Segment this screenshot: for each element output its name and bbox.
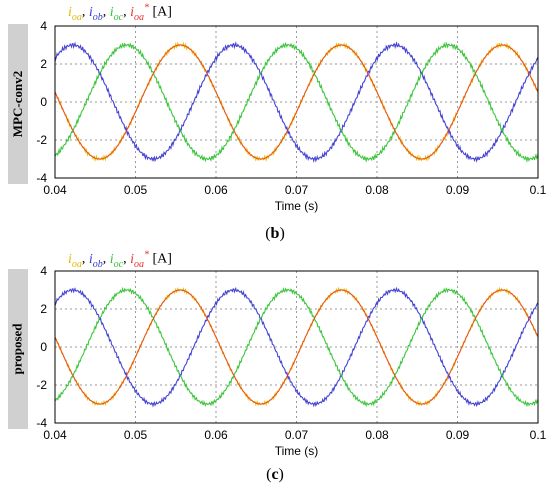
- y-tick-label: 2: [40, 302, 47, 316]
- y-tick-label: -4: [36, 416, 47, 430]
- x-tick-label: 0.07: [285, 428, 309, 442]
- plot-frame: [54, 25, 539, 179]
- legend-entry: iob: [88, 4, 103, 23]
- legend-unit: [A]: [149, 4, 172, 20]
- x-axis-label: Time (s): [275, 199, 319, 213]
- y-tick-label: 2: [40, 57, 47, 71]
- chart-panel-c: ioa, iob, ioc, ioa* [A] proposed 0.04 0.0…: [0, 245, 550, 495]
- legend-entry: ioc: [109, 4, 124, 23]
- chart-svg: 0.04 0.05 0.06 0.07 0.08 0.09 0.1 4 2 0 -2 -4 Time (…: [36, 264, 547, 458]
- x-tick-label: 0.05: [124, 183, 148, 197]
- series-line: [54, 286, 539, 408]
- x-axis-label: Time (s): [275, 444, 319, 458]
- legend-unit: [A]: [149, 251, 172, 267]
- x-tick-label: 0.07: [285, 183, 309, 197]
- legend-entry: ioa: [68, 4, 82, 23]
- legend: ioa, iob, ioc, ioa* [A]: [68, 249, 172, 270]
- legend-entry: ioa*: [130, 249, 150, 270]
- y-tick-label: 0: [40, 340, 47, 354]
- caption-letter: c: [271, 466, 279, 483]
- y-tick-label: -2: [36, 378, 47, 392]
- legend-entry: ioa*: [130, 2, 150, 23]
- y-tick-label: 4: [40, 264, 47, 278]
- side-label-panel: proposed: [8, 269, 28, 429]
- chart-svg: 0.04 0.05 0.06 0.07 0.08 0.09 0.1 4 2 0 -2 -4 Time (…: [36, 19, 547, 213]
- x-tick-label: 0.04: [43, 183, 67, 197]
- x-tick-label: 0.09: [446, 428, 470, 442]
- x-tick-label: 0.08: [365, 428, 389, 442]
- series-line: [54, 41, 539, 163]
- y-tick-label: -4: [36, 171, 47, 185]
- legend: ioa, iob, ioc, ioa* [A]: [68, 2, 172, 23]
- x-tick-label: 0.1: [530, 183, 547, 197]
- series-line: [54, 286, 539, 408]
- y-tick-label: -2: [36, 133, 47, 147]
- side-label-panel: MPC-conv2: [8, 24, 28, 184]
- x-tick-label: 0.05: [124, 428, 148, 442]
- legend-entry: ioa: [68, 251, 82, 270]
- caption: (c): [266, 466, 284, 483]
- series-line: [54, 289, 539, 405]
- x-tick-label: 0.09: [446, 183, 470, 197]
- caption-letter: b: [270, 225, 280, 242]
- chart-panel-b: ioa, iob, ioc, ioa* [A] MPC-conv2 0.04 0.…: [0, 0, 550, 245]
- y-tick-label: 0: [40, 95, 47, 109]
- x-tick-label: 0.04: [43, 428, 67, 442]
- series-line: [54, 44, 539, 160]
- x-tick-label: 0.06: [204, 183, 228, 197]
- x-tick-label: 0.06: [204, 428, 228, 442]
- series-line: [54, 40, 539, 163]
- legend-entry: ioc: [109, 251, 124, 270]
- x-tick-label: 0.1: [530, 428, 547, 442]
- caption: (b): [265, 225, 285, 242]
- y-tick-label: 4: [40, 19, 47, 33]
- x-tick-label: 0.08: [365, 183, 389, 197]
- legend-entry: iob: [88, 251, 103, 270]
- plot-frame: [54, 270, 539, 424]
